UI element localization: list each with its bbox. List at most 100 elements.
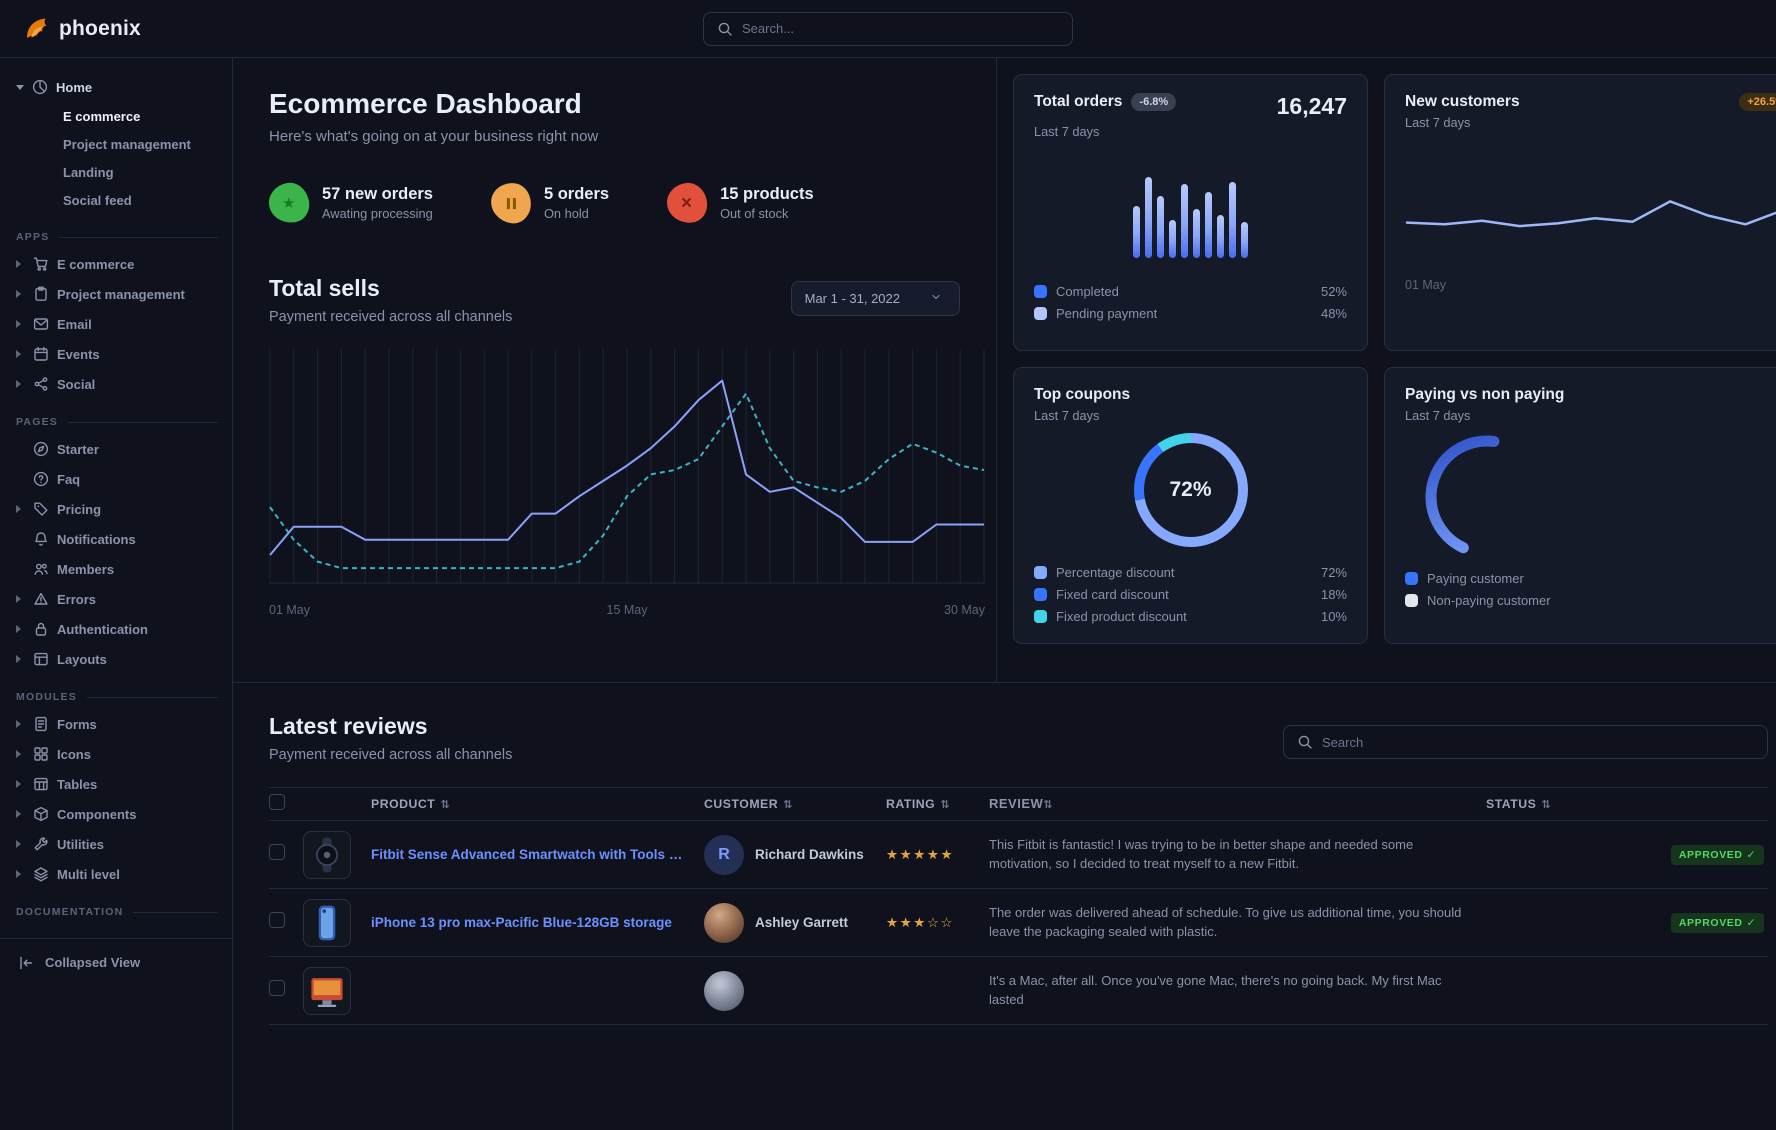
sidebar-item-e-commerce[interactable]: E commerce xyxy=(0,249,232,279)
sidebar-item-social[interactable]: Social xyxy=(0,369,232,399)
calendar-icon xyxy=(33,346,49,362)
caret-icon xyxy=(16,840,25,848)
star-filled-icon: ★ xyxy=(899,846,914,862)
legend-label: Fixed card discount xyxy=(1056,586,1169,602)
product-link[interactable]: Fitbit Sense Advanced Smartwatch with To… xyxy=(371,847,686,862)
stat-out-of-stock: × 15 products Out of stock xyxy=(665,181,814,225)
date-range-select[interactable]: Mar 1 - 31, 2022 xyxy=(790,281,960,316)
sidebar-item-email[interactable]: Email xyxy=(0,309,232,339)
sidebar-item-home[interactable]: Home xyxy=(0,72,232,102)
sidebar-item-utilities[interactable]: Utilities xyxy=(0,829,232,859)
sidebar-item-components[interactable]: Components xyxy=(0,799,232,829)
sort-icon[interactable]: ⇅ xyxy=(440,798,451,811)
total-sells-subtitle: Payment received across all channels xyxy=(269,309,513,325)
caret-icon xyxy=(16,290,25,298)
caret-icon xyxy=(16,780,25,788)
star-empty-icon: ☆ xyxy=(926,914,941,930)
sort-icon[interactable]: ⇅ xyxy=(1043,798,1054,811)
sidebar-item-pricing[interactable]: Pricing xyxy=(0,494,232,524)
caret-icon xyxy=(16,475,25,483)
sidebar-item-faq[interactable]: Faq xyxy=(0,464,232,494)
sort-icon[interactable]: ⇅ xyxy=(940,798,950,811)
total-sells-title: Total sells xyxy=(269,275,380,301)
sort-icon[interactable]: ⇅ xyxy=(783,798,793,811)
star-filled-icon: ★ xyxy=(886,914,900,930)
review-text: The order was delivered ahead of schedul… xyxy=(989,904,1462,939)
caret-icon xyxy=(16,720,25,728)
reviews-table: PRODUCT ⇅ CUSTOMER ⇅ RATING ⇅ REVIEW⇅ STATU… xyxy=(269,787,1768,1025)
sidebar-subitem-e-commerce[interactable]: E commerce xyxy=(63,108,141,124)
column-header-rating[interactable]: RATING ⇅ xyxy=(886,797,950,811)
sidebar-item-project-management[interactable]: Project management xyxy=(0,279,232,309)
bar xyxy=(1193,208,1200,258)
legend-swatch xyxy=(1034,306,1047,320)
wrench-icon xyxy=(33,836,49,852)
sidebar-item-multi-level[interactable]: Multi level xyxy=(0,859,232,889)
row-checkbox[interactable] xyxy=(269,844,285,860)
product-link[interactable]: iPhone 13 pro max-Pacific Blue-128GB sto… xyxy=(371,915,672,930)
legend-value: 48% xyxy=(1320,305,1347,321)
column-header-status[interactable]: STATUS ⇅ xyxy=(1486,797,1552,811)
sidebar-item-layouts[interactable]: Layouts xyxy=(0,644,232,674)
reviews-search[interactable] xyxy=(1283,725,1768,759)
status-badge: APPROVED ✓ xyxy=(1670,844,1764,865)
sidebar-item-label: Members xyxy=(57,561,115,577)
bar xyxy=(1205,191,1212,258)
stat-value: 57 new orders xyxy=(322,185,433,203)
sidebar-item-label: Email xyxy=(57,316,92,332)
legend-item: Percentage discount 72% xyxy=(1034,561,1347,583)
reviews-search-input[interactable] xyxy=(1322,734,1754,750)
row-checkbox[interactable] xyxy=(269,912,285,928)
bar xyxy=(1157,196,1164,258)
sidebar-subitem-social-feed[interactable]: Social feed xyxy=(63,192,132,208)
sidebar-item-authentication[interactable]: Authentication xyxy=(0,614,232,644)
page-title: Ecommerce Dashboard xyxy=(269,88,582,119)
latest-reviews-section: Latest reviews Payment received across a… xyxy=(233,683,1776,1130)
sidebar-item-notifications[interactable]: Notifications xyxy=(0,524,232,554)
product-thumbnail[interactable] xyxy=(303,830,351,879)
sidebar-item-icons[interactable]: Icons xyxy=(0,739,232,769)
sidebar-item-starter[interactable]: Starter xyxy=(0,434,232,464)
sidebar-item-events[interactable]: Events xyxy=(0,339,232,369)
card-title: Top coupons xyxy=(1034,386,1131,403)
sidebar-item-tables[interactable]: Tables xyxy=(0,769,232,799)
bar xyxy=(1241,221,1248,258)
sidebar-subitem-landing[interactable]: Landing xyxy=(63,164,114,180)
bar xyxy=(1217,215,1224,258)
legend-swatch xyxy=(1034,587,1047,601)
column-header-product[interactable]: PRODUCT ⇅ xyxy=(371,797,451,811)
sidebar-item-label: Social xyxy=(57,376,96,392)
sidebar-item-errors[interactable]: Errors xyxy=(0,584,232,614)
bar xyxy=(1181,183,1188,258)
caret-icon xyxy=(16,595,25,603)
table-icon xyxy=(33,776,49,792)
sidebar-item-label: Forms xyxy=(57,716,97,732)
star-filled-icon: ★ xyxy=(913,914,927,930)
sidebar-item-forms[interactable]: Forms xyxy=(0,709,232,739)
sidebar-item-label: E commerce xyxy=(57,256,135,272)
sidebar-item-label: Authentication xyxy=(57,621,148,637)
sidebar-item-members[interactable]: Members xyxy=(0,554,232,584)
sidebar-item-label: Home xyxy=(56,79,93,95)
x-tick: 30 May xyxy=(944,603,985,617)
row-checkbox[interactable] xyxy=(269,980,285,996)
bar xyxy=(1229,182,1236,258)
chevron-down-icon xyxy=(930,291,946,307)
caret-icon xyxy=(16,505,25,513)
sidebar-subitem-project-management[interactable]: Project management xyxy=(63,136,191,152)
global-search[interactable] xyxy=(703,11,1073,46)
review-text: This Fitbit is fantastic! I was trying t… xyxy=(989,836,1414,871)
sidebar-section-apps: APPS xyxy=(16,231,218,243)
column-header-customer[interactable]: CUSTOMER ⇅ xyxy=(704,797,793,811)
product-thumbnail[interactable] xyxy=(303,966,351,1015)
caret-icon xyxy=(16,810,25,818)
sort-icon[interactable]: ⇅ xyxy=(1541,798,1552,811)
check-icon: ✓ xyxy=(1746,848,1756,861)
global-search-input[interactable] xyxy=(742,21,1059,36)
collapsed-view-toggle[interactable]: Collapsed View xyxy=(0,938,232,986)
select-all-checkbox[interactable] xyxy=(269,793,285,810)
brand-logo[interactable]: phoenix xyxy=(24,16,141,42)
product-thumbnail[interactable] xyxy=(303,898,351,947)
legend-swatch xyxy=(1405,593,1418,607)
column-header-review[interactable]: REVIEW⇅ xyxy=(989,795,1054,811)
